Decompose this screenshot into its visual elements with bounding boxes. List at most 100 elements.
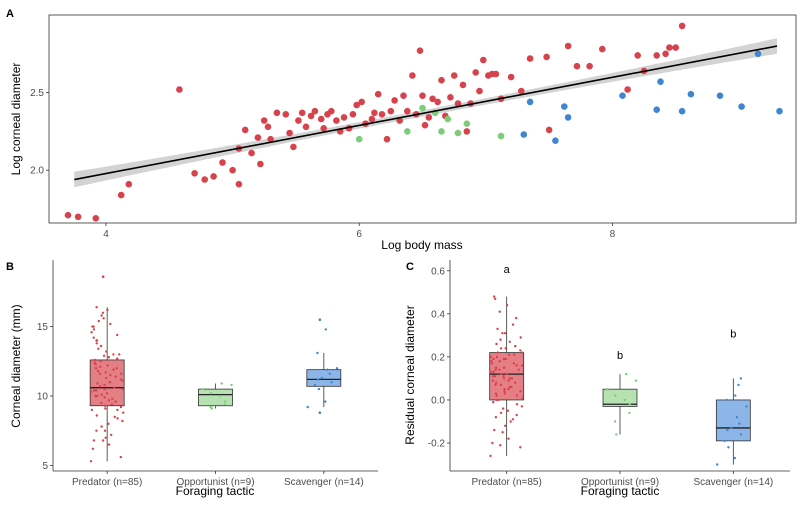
jitter-point bbox=[96, 382, 99, 385]
scatter-point-predator bbox=[92, 215, 100, 222]
jitter-point bbox=[99, 360, 103, 363]
panel-b-boxes bbox=[89, 275, 342, 463]
scatter-point-predator bbox=[472, 69, 480, 76]
jitter-point bbox=[489, 370, 492, 374]
jitter-point bbox=[514, 344, 517, 348]
scatter-point-opportunist bbox=[404, 128, 411, 135]
scatter-point-predator bbox=[74, 213, 82, 221]
jitter-point bbox=[501, 431, 504, 434]
x-tick-label: 6 bbox=[356, 229, 362, 240]
y-tick-label: -0.2 bbox=[428, 439, 446, 450]
scatter-point-predator bbox=[298, 109, 306, 117]
panel-b-xlabel: Foraging tactic bbox=[176, 484, 255, 498]
jitter-point bbox=[726, 428, 729, 432]
y-tick-label: 0.0 bbox=[431, 395, 445, 406]
jitter-point bbox=[494, 416, 498, 419]
jitter-point bbox=[492, 357, 495, 361]
jitter-point bbox=[306, 405, 309, 409]
y-tick-label: 10 bbox=[37, 392, 49, 403]
jitter-point bbox=[513, 381, 517, 384]
y-tick-label: 0.2 bbox=[431, 352, 445, 363]
jitter-point bbox=[735, 416, 739, 419]
jitter-point bbox=[517, 368, 520, 371]
scatter-point-predator bbox=[307, 112, 315, 120]
jitter-point bbox=[515, 364, 518, 367]
jitter-point bbox=[506, 409, 510, 412]
jitter-point bbox=[220, 382, 223, 385]
scatter-point-predator bbox=[586, 62, 593, 70]
jitter-point bbox=[102, 317, 105, 320]
scatter-point-scavenger bbox=[653, 106, 660, 113]
jitter-point bbox=[110, 403, 114, 406]
jitter-point bbox=[505, 372, 509, 376]
jitter-point bbox=[119, 405, 123, 409]
scatter-point-predator bbox=[425, 114, 433, 121]
jitter-point bbox=[738, 422, 741, 425]
jitter-point bbox=[116, 417, 119, 420]
jitter-point bbox=[324, 400, 327, 403]
y-tick-label: 5 bbox=[42, 461, 48, 472]
jitter-point bbox=[97, 319, 101, 323]
jitter-point bbox=[502, 366, 506, 369]
jitter-point bbox=[103, 396, 106, 399]
jitter-point bbox=[105, 350, 108, 353]
panel-a-ticks: 4 6 8 2.0 2.5 bbox=[30, 88, 616, 240]
scatter-point-predator bbox=[201, 176, 208, 183]
jitter-point bbox=[106, 308, 109, 312]
jitter-point bbox=[316, 351, 319, 355]
jitter-point bbox=[107, 443, 111, 446]
scatter-point-predator bbox=[454, 100, 462, 107]
jitter-point bbox=[499, 411, 503, 415]
jitter-point bbox=[499, 347, 503, 350]
jitter-point bbox=[502, 377, 506, 380]
scatter-point-predator bbox=[404, 107, 411, 115]
jitter-point bbox=[112, 368, 115, 371]
jitter-point bbox=[95, 414, 99, 417]
significance-letters: a b b bbox=[504, 264, 737, 362]
jitter-point bbox=[113, 386, 116, 389]
scatter-point-predator bbox=[353, 101, 361, 109]
panel-b-letter: B bbox=[6, 261, 14, 273]
significance-letter: b bbox=[617, 350, 623, 362]
jitter-point bbox=[723, 439, 726, 443]
jitter-point bbox=[496, 351, 499, 354]
scatter-point-predator bbox=[257, 160, 264, 168]
jitter-point bbox=[508, 377, 511, 380]
jitter-point bbox=[494, 383, 497, 387]
jitter-point bbox=[494, 392, 498, 395]
jitter-point bbox=[99, 365, 102, 369]
jitter-point bbox=[328, 372, 331, 375]
jitter-point bbox=[501, 407, 505, 410]
jitter-point bbox=[105, 376, 108, 380]
scatter-point-predator bbox=[480, 56, 487, 64]
jitter-point bbox=[324, 328, 327, 331]
scatter-point-predator bbox=[387, 107, 395, 115]
jitter-point bbox=[511, 323, 515, 326]
jitter-point bbox=[495, 398, 498, 402]
scatter-point-predator bbox=[396, 117, 404, 124]
jitter-point bbox=[606, 388, 609, 391]
scatter-point-opportunist bbox=[497, 132, 505, 140]
scatter-point-predator bbox=[429, 95, 436, 103]
scatter-point-predator bbox=[476, 87, 483, 95]
jitter-point bbox=[94, 394, 97, 398]
jitter-point bbox=[317, 387, 321, 391]
jitter-point bbox=[96, 394, 99, 398]
scatter-point-predator bbox=[434, 98, 442, 106]
jitter-point bbox=[495, 381, 498, 384]
scatter-point-predator bbox=[340, 114, 348, 121]
jitter-point bbox=[492, 375, 495, 378]
jitter-point bbox=[521, 364, 524, 367]
jitter-point bbox=[335, 367, 339, 370]
scatter-point-opportunist bbox=[463, 120, 471, 127]
scatter-point-predator bbox=[378, 111, 386, 118]
jitter-point bbox=[201, 387, 204, 391]
jitter-point bbox=[489, 355, 493, 359]
scatter-point-predator bbox=[463, 128, 471, 135]
jitter-point bbox=[623, 398, 626, 402]
panel-b-ticks: Predator (n=85) Opportunist (n=9) Scavenge… bbox=[37, 322, 364, 488]
scatter-point-predator bbox=[311, 107, 319, 115]
jitter-point bbox=[498, 368, 501, 371]
scatter-point-scavenger bbox=[520, 131, 528, 138]
jitter-point bbox=[114, 375, 118, 378]
